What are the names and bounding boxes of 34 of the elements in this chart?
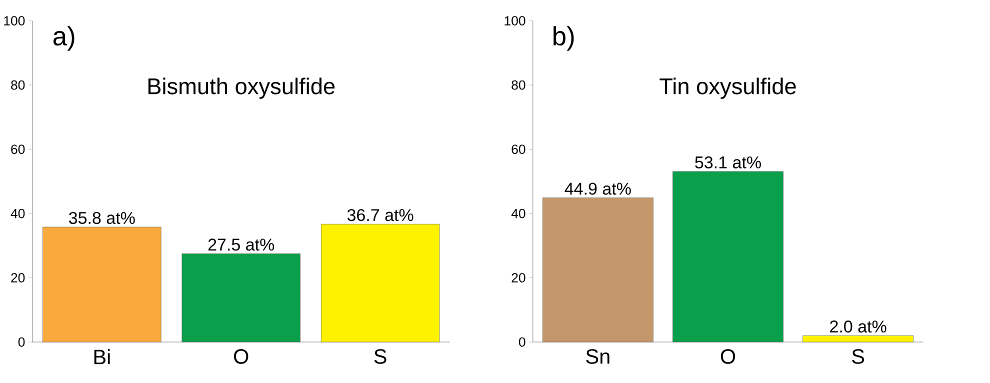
bar — [542, 198, 654, 342]
y-tick-label: 0 — [518, 338, 526, 347]
data-label: 2.0 at% — [830, 320, 886, 333]
y-tick-label: 80 — [11, 80, 25, 90]
y-tick-label: 60 — [11, 144, 25, 154]
annotation: b) — [554, 26, 574, 51]
bar — [320, 224, 440, 342]
bar — [802, 336, 914, 342]
y-tick-label: 20 — [512, 273, 526, 283]
y-tick-label: 40 — [10, 209, 25, 218]
y-tick-label: 100 — [4, 16, 25, 26]
x-tick-label: S — [374, 349, 386, 364]
y-tick-label: 60 — [512, 144, 526, 154]
bar — [182, 254, 300, 342]
annotation: a) — [53, 26, 74, 51]
x-tick-label: O — [720, 349, 736, 364]
text: Bismuth oxysulfide — [148, 78, 335, 99]
y-tick-label: 0 — [18, 338, 25, 347]
y-tick-label: 100 — [504, 16, 526, 26]
x-tick-label: S — [852, 349, 864, 364]
x-tick-label: O — [234, 349, 248, 364]
text: Tin oxysulfide — [660, 78, 796, 99]
x-tick-label: Sn — [586, 349, 610, 364]
data-label: 53.1 at% — [695, 156, 761, 169]
y-tick-label: 80 — [512, 80, 526, 90]
bar — [672, 171, 784, 342]
data-label: 35.8 at% — [68, 212, 135, 224]
x-tick-label: Bi — [94, 349, 110, 364]
data-label: 44.9 at% — [564, 182, 631, 195]
data-label: 27.5 at% — [208, 238, 274, 251]
y-tick-label: 40 — [511, 209, 526, 218]
y-tick-label: 20 — [11, 273, 25, 283]
bar — [42, 226, 162, 342]
data-label: 36.7 at% — [347, 209, 414, 222]
